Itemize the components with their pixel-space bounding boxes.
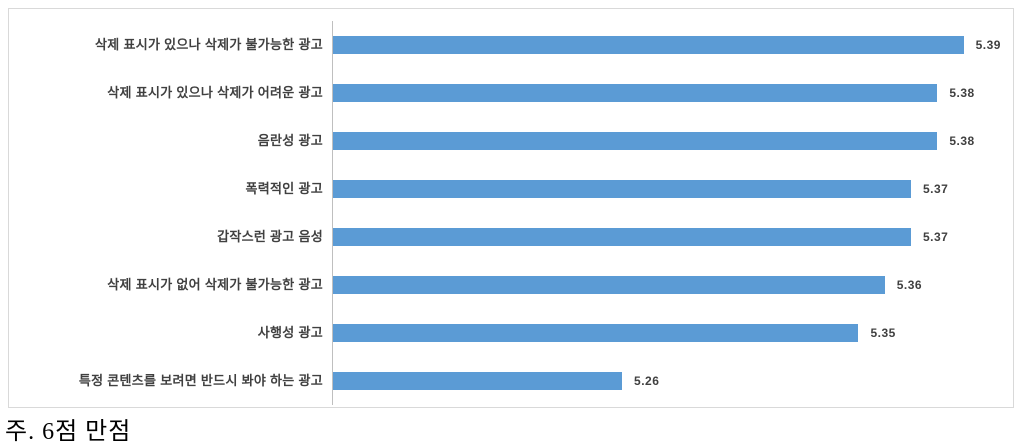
value-label: 5.37 [923, 182, 949, 196]
chart-row: 음란성 광고 5.38 [9, 117, 1003, 165]
value-label: 5.36 [896, 278, 923, 292]
chart-rows: 삭제 표시가 있으나 삭제가 불가능한 광고 5.39 삭제 표시가 있으나 삭제가… [9, 21, 1003, 405]
value-label: 5.26 [634, 374, 660, 388]
chart-row: 갑작스런 광고 음성 5.37 [9, 213, 1003, 261]
bar [333, 84, 938, 102]
bar [333, 324, 859, 342]
category-label: 음란성 광고 [257, 132, 323, 148]
bar [333, 36, 964, 54]
chart-row: 삭제 표시가 있으나 삭제가 불가능한 광고 5.39 [9, 21, 1003, 69]
bar [333, 372, 623, 390]
chart-footnote: 주. 6점 만점 [5, 419, 132, 445]
value-label: 5.35 [870, 326, 896, 340]
bar-track: 5.38 [332, 69, 1003, 117]
category-label: 갑작스런 광고 음성 [217, 228, 323, 244]
category-label: 폭력적인 광고 [245, 180, 323, 196]
category-label: 사행성 광고 [257, 324, 323, 340]
chart-row: 특정 콘텐츠를 보려면 반드시 봐야 하는 광고 5.26 [9, 357, 1003, 405]
value-label: 5.38 [949, 134, 975, 148]
bar [333, 228, 911, 246]
category-label: 삭제 표시가 있으나 삭제가 어려운 광고 [107, 84, 323, 100]
chart-row: 폭력적인 광고 5.37 [9, 165, 1003, 213]
bar-track: 5.37 [332, 165, 1003, 213]
chart-row: 사행성 광고 5.35 [9, 309, 1003, 357]
bar-chart: 삭제 표시가 있으나 삭제가 불가능한 광고 5.39 삭제 표시가 있으나 삭제가… [8, 8, 1014, 408]
value-label: 5.37 [923, 230, 949, 244]
chart-row: 삭제 표시가 없어 삭제가 불가능한 광고 5.36 [9, 261, 1003, 309]
bar-track: 5.26 [332, 357, 1003, 405]
bar-track: 5.38 [332, 117, 1003, 165]
value-label: 5.39 [975, 38, 1001, 52]
category-label: 삭제 표시가 있으나 삭제가 불가능한 광고 [95, 36, 323, 52]
bar-track: 5.36 [332, 261, 1003, 309]
bar-track: 5.39 [332, 21, 1003, 69]
bar-track: 5.37 [332, 213, 1003, 261]
bar [333, 180, 911, 198]
chart-row: 삭제 표시가 있으나 삭제가 어려운 광고 5.38 [9, 69, 1003, 117]
value-label: 5.38 [949, 86, 975, 100]
bar [333, 276, 885, 294]
bar [333, 132, 938, 150]
category-label: 삭제 표시가 없어 삭제가 불가능한 광고 [107, 276, 323, 292]
bar-track: 5.35 [332, 309, 1003, 357]
category-label: 특정 콘텐츠를 보려면 반드시 봐야 하는 광고 [78, 372, 323, 388]
